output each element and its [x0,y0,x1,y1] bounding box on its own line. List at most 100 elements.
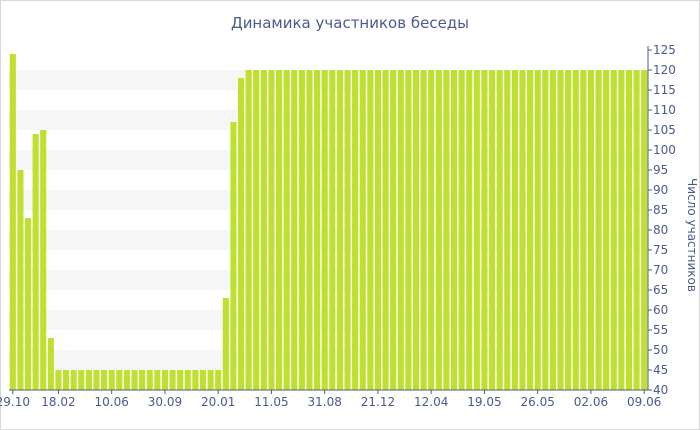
bar [405,70,412,390]
bar [359,70,366,390]
bars [9,54,648,390]
bar [63,370,70,390]
y-tick-label: 70 [653,263,668,277]
x-tick-label: 20.01 [201,395,235,409]
x-tick-label: 26.05 [521,395,555,409]
y-tick-label: 75 [653,243,668,257]
bar [192,370,199,390]
bar [603,70,610,390]
y-tick-label: 120 [653,63,676,77]
bar [374,70,381,390]
bar [428,70,435,390]
bar [131,370,138,390]
bar [382,70,389,390]
bar [572,70,579,390]
y-tick-label: 100 [653,143,676,157]
bar [85,370,92,390]
bar [101,370,108,390]
bar [184,370,191,390]
bar [443,70,450,390]
bar [116,370,123,390]
bar [565,70,572,390]
bar [177,370,184,390]
bar [298,70,305,390]
y-tick-label: 90 [653,183,668,197]
bar [47,338,54,390]
bar [24,218,32,390]
grid-band [9,230,648,250]
bar [70,370,77,390]
y-tick-label: 115 [653,83,676,97]
bar [291,70,298,390]
x-tick-label: 31.08 [308,395,342,409]
bar [367,70,374,390]
x-tick-label: 19.05 [467,395,501,409]
bar [55,370,62,390]
bar [519,70,526,390]
bar [534,70,541,390]
grid-band [9,310,648,330]
grid-band [9,70,648,90]
y-axis-label: Число участников [685,178,699,292]
bar [435,70,442,390]
x-tick-labels: 29.10 18.02 10.06 30.09 20.01 11.05 31.08 21.12… [0,390,661,409]
bar [146,370,153,390]
bar [78,370,85,390]
bar [390,70,397,390]
x-tick-label: 21.12 [361,395,395,409]
bar [283,70,290,390]
y-tick-label: 45 [653,363,668,377]
bar [245,70,252,390]
grid-band [9,190,648,210]
bar [504,70,511,390]
bar [450,70,458,390]
y-tick-label: 105 [653,123,676,137]
bar [93,370,100,390]
bar [230,122,237,390]
bar [633,70,640,390]
bar [154,370,161,390]
grid-bands [9,70,648,370]
x-tick-label: 18.02 [41,395,75,409]
bar [618,70,625,390]
bar [207,370,214,390]
bar [40,130,47,390]
bar [580,70,587,390]
bar [17,170,24,390]
bar [123,370,130,390]
bar [32,134,39,390]
bar [352,70,359,390]
x-tick-label: 02.06 [574,395,608,409]
y-tick-label: 125 [653,43,676,57]
bar [306,70,313,390]
bar [329,70,336,390]
bar [496,70,503,390]
y-tick-label: 65 [653,283,668,297]
grid-band [9,270,648,290]
y-tick-labels: 40 45 50 55 60 65 70 75 80 85 90 95 100 105 110 115 120 1… [648,43,676,397]
bar [139,370,146,390]
y-tick-label: 95 [653,163,668,177]
bar [344,70,351,390]
grid-band [9,110,648,130]
bar [161,370,168,390]
grid-band [9,350,648,370]
bar [625,70,633,390]
bar [336,70,343,390]
bar [222,298,229,390]
bar [268,70,275,390]
x-tick-label: 10.06 [95,395,129,409]
y-tick-label: 80 [653,223,668,237]
bar [595,70,602,390]
bar [610,70,617,390]
y-tick-label: 60 [653,303,668,317]
bar [557,70,564,390]
y-tick-label: 50 [653,343,668,357]
bar [215,370,222,390]
y-tick-label: 110 [653,103,676,117]
y-tick-label: 55 [653,323,668,337]
bar [481,70,488,390]
x-tick-label: 12.04 [414,395,448,409]
bar [473,70,480,390]
